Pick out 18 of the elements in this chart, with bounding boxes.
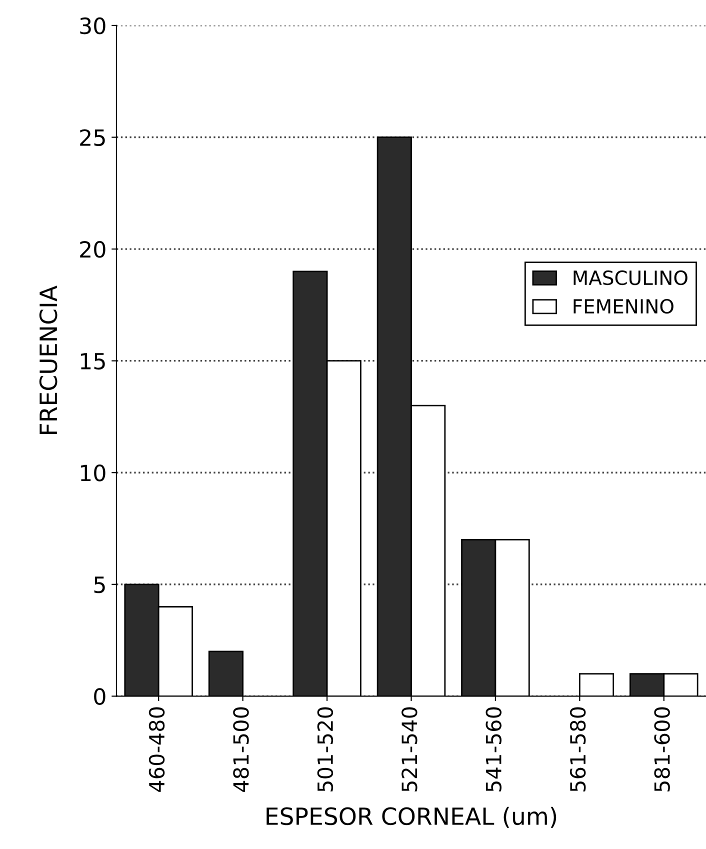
x-tick-label: 481-500 xyxy=(233,707,249,792)
x-tick-label: 561-580 xyxy=(570,707,586,792)
y-tick-label: 10 xyxy=(80,464,106,482)
x-tick-label: 521-540 xyxy=(402,707,418,792)
x-tick-label: 581-600 xyxy=(654,707,670,792)
y-tick-label: 25 xyxy=(80,129,105,146)
x-tick-label: 501-520 xyxy=(317,707,334,792)
y-tick-label: 5 xyxy=(94,576,105,594)
y-tick-label: 15 xyxy=(80,353,105,370)
x-tick-label: 541-560 xyxy=(486,707,502,792)
y-axis-title: FRECUENCIA xyxy=(39,286,58,434)
y-tick-label: 30 xyxy=(80,17,106,34)
y-tick-label: 0 xyxy=(94,688,106,705)
y-tick-label: 20 xyxy=(80,240,106,258)
x-axis-title: ESPESOR CORNEAL (um) xyxy=(266,806,556,828)
legend-label: FEMENINO xyxy=(574,298,674,314)
x-tick-label: 460-480 xyxy=(148,707,165,792)
legend-label: MASCULINO xyxy=(574,270,688,286)
